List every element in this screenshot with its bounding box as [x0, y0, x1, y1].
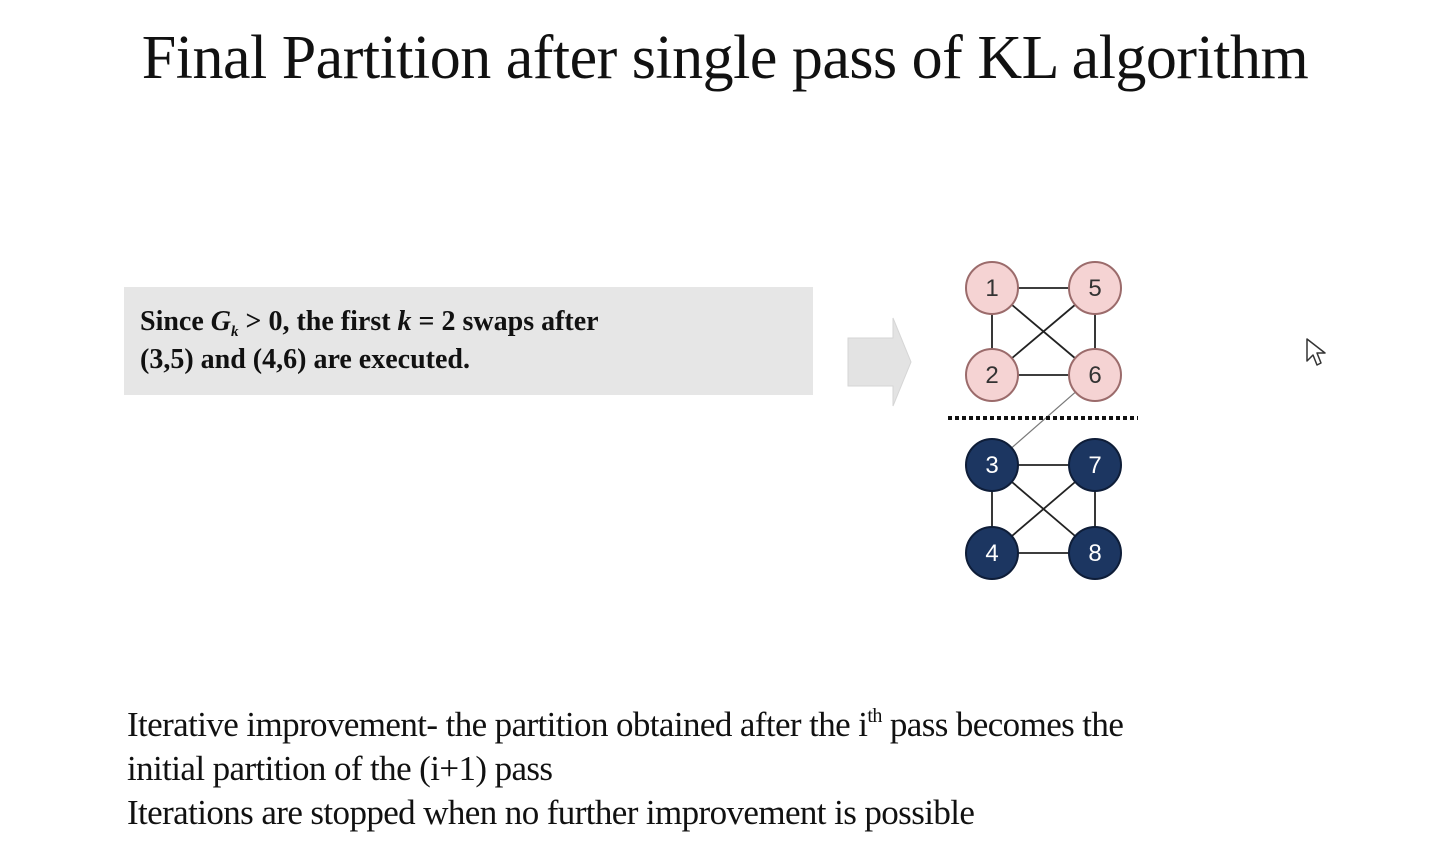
- node-circle-1: [965, 261, 1019, 315]
- node-circle-8: [1068, 526, 1122, 580]
- callout-text-since: Since: [140, 306, 211, 337]
- node-label-2: 2: [985, 362, 998, 389]
- k-variable: k: [397, 306, 412, 337]
- graph-node-8: 8: [1068, 526, 1122, 580]
- notes-line-2: initial partition of the (i+1) pass: [127, 749, 553, 788]
- callout-text-swaps: = 2 swaps after: [411, 306, 599, 337]
- node-circle-2: [965, 348, 1019, 402]
- node-label-1: 1: [985, 275, 998, 302]
- graph-node-7: 7: [1068, 438, 1122, 492]
- node-label-8: 8: [1088, 540, 1101, 567]
- graph-node-1: 1: [965, 261, 1019, 315]
- node-circle-5: [1068, 261, 1122, 315]
- node-circle-4: [965, 526, 1019, 580]
- graph-edges: [991, 287, 1096, 554]
- notes-text: Iterative improvement- the partition obt…: [127, 703, 1327, 835]
- graph-node-4: 4: [965, 526, 1019, 580]
- graph-node-5: 5: [1068, 261, 1122, 315]
- notes-line-1-end: pass becomes the: [881, 705, 1124, 744]
- notes-line-1: Iterative improvement- the partition obt…: [127, 703, 1327, 747]
- node-label-5: 5: [1088, 275, 1101, 302]
- slide-title: Final Partition after single pass of KL …: [141, 24, 1309, 92]
- node-label-3: 3: [985, 452, 998, 479]
- right-arrow-icon: [847, 317, 912, 407]
- callout-line-1: Since Gk > 0, the first k = 2 swaps afte…: [140, 303, 797, 341]
- notes-line-3: Iterations are stopped when no further i…: [127, 793, 975, 832]
- node-label-4: 4: [985, 540, 998, 567]
- gain-symbol: G: [210, 306, 232, 337]
- notes-line-1-start: Iterative improvement- the partition obt…: [127, 705, 868, 744]
- graph-node-2: 2: [965, 348, 1019, 402]
- mouse-pointer-icon: [1306, 338, 1326, 366]
- node-circle-7: [1068, 438, 1122, 492]
- result-callout-box: Since Gk > 0, the first k = 2 swaps afte…: [124, 287, 813, 395]
- notes-superscript: th: [867, 705, 882, 727]
- callout-line-2: (3,5) and (4,6) are executed.: [140, 344, 470, 375]
- partition-graph: 1 2 3 4 5 6 7 8: [948, 261, 1138, 580]
- node-circle-3: [965, 438, 1019, 492]
- graph-node-6: 6: [1068, 348, 1122, 402]
- graph-nodes: 1 2 3 4 5 6 7 8: [965, 261, 1122, 580]
- graph-node-3: 3: [965, 438, 1019, 492]
- node-circle-6: [1068, 348, 1122, 402]
- gain-subscript: k: [231, 324, 239, 340]
- callout-text-condition: > 0, the first: [238, 306, 398, 337]
- node-label-7: 7: [1088, 452, 1101, 479]
- node-label-6: 6: [1088, 362, 1101, 389]
